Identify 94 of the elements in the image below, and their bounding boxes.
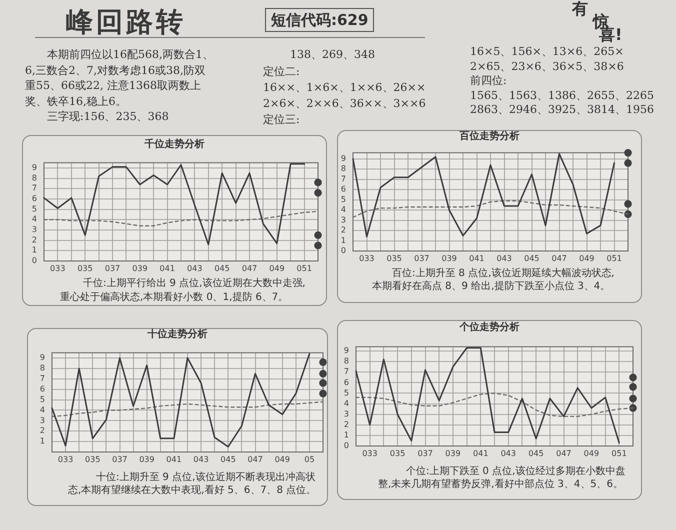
x-tick-label: 047 <box>248 454 263 464</box>
text: 138、269、348 <box>289 47 375 63</box>
y-tick-label: 8 <box>344 356 349 366</box>
x-tick-label: 033 <box>58 454 74 464</box>
y-tick-label: 8 <box>32 173 37 182</box>
x-tick-label: 051 <box>606 254 622 263</box>
x-tick-label: 037 <box>418 448 433 458</box>
y-tick-label: 3 <box>40 416 45 425</box>
y-tick-label: 7 <box>32 184 37 193</box>
x-tick-label: 033 <box>359 254 374 263</box>
y-tick-label: 2 <box>340 226 346 235</box>
chart-title: 千位走势分析 <box>144 139 206 151</box>
text: 个位:上期下跌至 0 点位,该位经过多期在小数中盘整,未来几期有望蓄势反弹,看好中部点位 3、4、5、6。 <box>378 465 626 491</box>
x-tick-label: 041 <box>166 454 182 464</box>
x-tick-label: 035 <box>85 454 100 464</box>
y-tick-label: 5 <box>40 394 45 404</box>
x-tick-label: 039 <box>139 454 154 464</box>
x-tick-label: 039 <box>442 254 457 263</box>
x-tick-label: 043 <box>193 454 209 464</box>
y-tick-label: 9 <box>40 353 45 362</box>
x-tick-label: 041 <box>469 254 484 263</box>
y-tick-label: 5 <box>340 194 346 204</box>
y-tick-label: 4 <box>344 398 349 408</box>
y-tick-label: 5 <box>344 388 349 398</box>
x-tick-label: 043 <box>500 448 516 458</box>
x-tick-label: 035 <box>390 448 406 458</box>
y-tick-label: 3 <box>32 225 37 234</box>
x-tick-label: 041 <box>160 264 175 273</box>
y-tick-label: 1 <box>32 246 37 255</box>
text: 十位:上期升至 9 点位,该位近期不断表现出冲高状态,本期有望继续在大数中表现,看好 5、6、7、8 点位。 <box>68 471 318 497</box>
x-tick-label: 05 <box>304 454 315 464</box>
x-tick-label: 037 <box>414 254 430 263</box>
x-tick-label: 039 <box>445 448 461 458</box>
x-tick-label: 039 <box>132 264 148 273</box>
x-tick-label: 035 <box>77 264 93 273</box>
x-tick-label: 045 <box>220 454 236 464</box>
x-tick-label: 049 <box>269 264 285 273</box>
y-tick-label: 1 <box>40 436 45 446</box>
y-tick-label: 6 <box>344 378 349 387</box>
y-tick-label: 6 <box>40 384 45 394</box>
x-tick-label: 033 <box>362 448 378 458</box>
y-tick-label: 9 <box>32 163 37 172</box>
x-tick-label: 045 <box>524 254 540 263</box>
y-tick-label: 0 <box>32 256 37 266</box>
y-tick-label: 6 <box>32 194 37 204</box>
text: 短信代码:629 <box>265 8 374 32</box>
y-tick-label: 0 <box>344 441 349 450</box>
y-tick-label: 4 <box>32 214 37 224</box>
y-tick-label: 3 <box>340 215 346 224</box>
text: 百位:上期升至 8 点位,该位近期延续大幅波动状态,本期看好在高点 8、9 给出,提防下跌至小点位 3、4。 <box>372 267 616 293</box>
text: 定位二: 16××、1×6×、1××6、26×× 2×6×、2××6、36××、3××6 定位三: <box>263 64 426 128</box>
x-tick-label: 047 <box>556 448 572 458</box>
y-tick-label: 8 <box>40 364 45 373</box>
x-tick-label: 047 <box>552 254 567 263</box>
y-tick-label: 1 <box>340 236 346 245</box>
chart-title: 个位走势分析 <box>458 322 520 334</box>
x-tick-label: 037 <box>112 454 128 464</box>
x-tick-label: 051 <box>296 264 312 273</box>
y-tick-label: 4 <box>340 205 346 214</box>
chart-title: 十位走势分析 <box>146 329 208 341</box>
x-tick-label: 037 <box>104 264 120 273</box>
y-tick-label: 9 <box>344 346 349 356</box>
x-tick-label: 049 <box>274 454 290 464</box>
text: 峰回路转 <box>66 7 186 38</box>
y-tick-label: 4 <box>40 405 45 414</box>
y-tick-label: 6 <box>340 184 346 194</box>
text: 三字现:156、235、368 <box>46 109 169 124</box>
x-tick-label: 035 <box>386 254 402 263</box>
x-tick-label: 033 <box>50 264 66 273</box>
text: 16×5、156×、13×6、265× 2×65、23×6、36×5、38×6 前四位: 1565、1563、1386、2655、2265 2863、2946、3925、3814、1956 <box>470 45 654 118</box>
x-tick-label: 047 <box>242 264 258 273</box>
y-tick-label: 2 <box>344 420 349 429</box>
x-tick-label: 043 <box>187 264 202 273</box>
y-tick-label: 2 <box>40 426 45 436</box>
x-tick-label: 041 <box>473 448 488 458</box>
y-tick-label: 1 <box>344 430 349 440</box>
x-tick-label: 049 <box>579 254 594 263</box>
y-tick-label: 3 <box>344 409 349 418</box>
y-tick-label: 9 <box>340 154 346 164</box>
x-tick-label: 051 <box>612 448 627 458</box>
x-tick-label: 045 <box>528 448 544 458</box>
text: 千位:上期平行给出 9 点位,该位近期在大数中走强,重心处于偏高状态,本期看好小数 0、1,提防 6、7。 <box>60 277 306 305</box>
y-tick-label: 0 <box>340 246 346 256</box>
y-tick-label: 2 <box>32 235 37 244</box>
y-tick-label: 7 <box>40 374 45 383</box>
x-tick-label: 045 <box>214 264 230 273</box>
chart-title: 百位走势分析 <box>458 131 520 143</box>
x-tick-label: 043 <box>496 254 512 263</box>
y-tick-label: 7 <box>344 367 349 376</box>
y-tick-label: 8 <box>340 164 346 174</box>
text: 本期前四位以16配568,两数合1、6,三数合2、7,对数考虑16或38,防双重55、66或22, 注意1368取两数上奖、铁卒16,稳上6。 <box>25 47 214 109</box>
y-tick-label: 7 <box>340 174 346 184</box>
x-tick-label: 049 <box>584 448 600 458</box>
y-tick-label: 5 <box>32 204 37 214</box>
